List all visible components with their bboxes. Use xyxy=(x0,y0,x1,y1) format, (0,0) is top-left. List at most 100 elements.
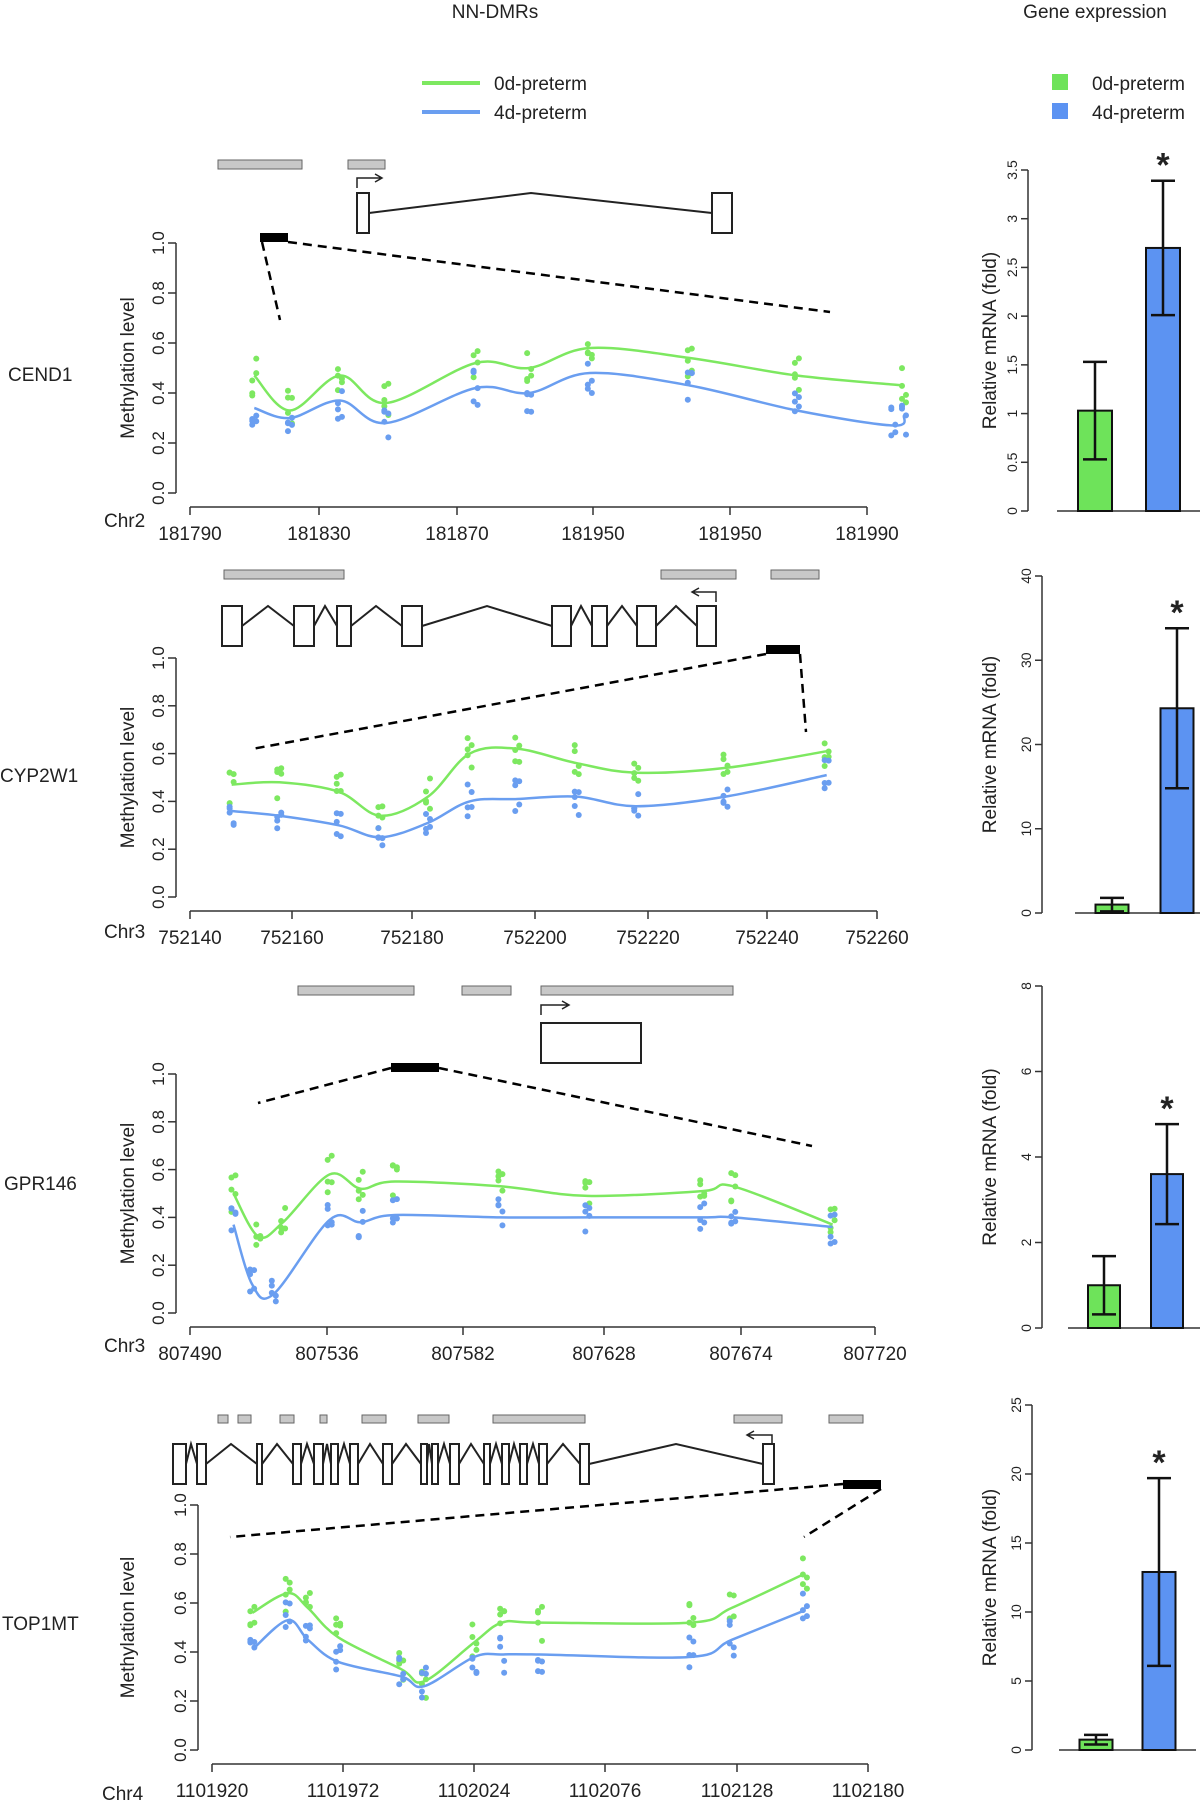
y-axis-title: Methylation level xyxy=(118,1557,139,1699)
data-point xyxy=(375,825,382,832)
data-point xyxy=(730,1652,737,1659)
data-point xyxy=(584,350,591,357)
y-tick-label: 0.8 xyxy=(149,1110,168,1134)
x-tick-label: 752220 xyxy=(616,928,679,949)
exon-track xyxy=(221,605,717,647)
gene-structure xyxy=(217,159,831,321)
data-point xyxy=(278,770,285,777)
data-point xyxy=(512,734,519,741)
significance-marker: * xyxy=(1170,594,1184,632)
y-axis-title: Methylation level xyxy=(118,1123,139,1265)
data-point xyxy=(720,751,727,758)
legend-bar-label-4d: 4d-preterm xyxy=(1092,103,1185,124)
data-point xyxy=(228,1227,235,1234)
data-point xyxy=(697,1204,704,1211)
x-tick-label: 752140 xyxy=(158,928,221,949)
data-point xyxy=(464,735,471,742)
data-point xyxy=(827,1233,834,1240)
y-tick-label: 0.4 xyxy=(149,790,168,814)
data-point xyxy=(831,1217,838,1224)
data-point xyxy=(588,377,595,384)
y-tick-label: 0 xyxy=(1004,507,1020,515)
dmr-block xyxy=(260,233,288,242)
y-tick-label: 0 xyxy=(1008,1746,1024,1754)
cpg-island xyxy=(319,1414,328,1424)
y-tick-label: 0.4 xyxy=(149,381,168,405)
x-tick-label: 807582 xyxy=(431,1344,494,1365)
x-tick-label: 1102024 xyxy=(438,1781,511,1802)
x-tick-label: 181870 xyxy=(425,524,488,545)
data-point xyxy=(359,1207,366,1214)
exon xyxy=(292,1443,302,1485)
y-tick-label: 0.0 xyxy=(171,1738,190,1762)
x-tick-label: 181790 xyxy=(158,524,221,545)
data-point xyxy=(497,1635,504,1642)
data-point xyxy=(535,1668,541,1675)
expression-chart-cyp2w1: 0 10 20 30 40 Relative mRNA (fold) * xyxy=(980,568,1200,917)
data-point xyxy=(571,788,578,795)
data-point xyxy=(724,786,731,793)
data-point xyxy=(799,1555,806,1562)
data-point xyxy=(355,1233,362,1240)
x-tick-label: 1102076 xyxy=(569,1781,642,1802)
data-point xyxy=(827,1229,834,1236)
data-point xyxy=(799,1615,806,1622)
data-point xyxy=(396,1681,403,1688)
data-point xyxy=(379,803,386,810)
data-point xyxy=(516,801,523,808)
y-tick-label: 0.0 xyxy=(149,885,168,909)
y-tick-label: 20 xyxy=(1018,737,1034,753)
data-point xyxy=(791,398,798,405)
x-tick-label: 807720 xyxy=(843,1344,906,1365)
exon xyxy=(519,1443,528,1485)
tss-arrow-icon xyxy=(540,1000,571,1015)
data-point xyxy=(732,1208,739,1215)
data-point xyxy=(423,825,429,832)
cpg-island xyxy=(417,1414,450,1424)
data-point xyxy=(584,385,591,392)
x-tick-label: 1102180 xyxy=(832,1781,905,1802)
data-point xyxy=(686,1664,693,1671)
data-point xyxy=(423,830,429,837)
left-column-header: NN-DMRs xyxy=(452,2,539,23)
data-point xyxy=(226,805,233,812)
cpg-island xyxy=(297,985,415,996)
data-point xyxy=(286,1600,293,1607)
data-point xyxy=(724,803,731,810)
y-tick-label: 0.6 xyxy=(171,1591,190,1615)
data-point xyxy=(512,807,519,814)
y-tick-label: 3 xyxy=(1004,215,1020,223)
data-point xyxy=(575,812,582,819)
y-tick-label: 30 xyxy=(1018,652,1034,668)
data-point xyxy=(524,350,531,357)
exon xyxy=(431,1443,439,1485)
data-point xyxy=(684,357,691,364)
data-point xyxy=(334,366,341,373)
chromosome-label: Chr2 xyxy=(104,511,145,532)
dmr-block xyxy=(843,1480,881,1489)
data-point xyxy=(903,391,909,398)
x-tick-label: 807674 xyxy=(709,1344,773,1365)
methylation-chart-top1mt: 0.0 0.2 0.4 0.6 0.8 1.0 Methylation level 11019… xyxy=(118,1493,904,1802)
y-tick-label: 0.2 xyxy=(149,1253,168,1277)
y-tick-label: 2 xyxy=(1018,1238,1034,1246)
y-tick-label: 0.4 xyxy=(171,1640,190,1664)
data-point xyxy=(821,740,828,747)
data-point xyxy=(726,1621,733,1628)
zoom-connector xyxy=(260,240,831,321)
data-point xyxy=(400,1670,407,1677)
data-point xyxy=(720,756,727,763)
y-axis-title: Relative mRNA (fold) xyxy=(980,656,1001,833)
data-point xyxy=(253,355,260,362)
data-point xyxy=(571,803,578,810)
data-point xyxy=(499,1222,506,1229)
data-point xyxy=(427,775,433,782)
y-axis-title: Relative mRNA (fold) xyxy=(980,1489,1001,1666)
exon xyxy=(636,605,657,647)
expression-chart-cend1: 0 0.5 1 1.5 2 2.5 3 3.5 Relative mRNA (fold) * xyxy=(980,147,1200,515)
data-point xyxy=(228,1174,235,1181)
y-tick-label: 0 xyxy=(1018,909,1034,917)
y-tick-label: 40 xyxy=(1018,568,1034,584)
dmr-block xyxy=(766,645,800,654)
data-point xyxy=(799,1581,806,1588)
